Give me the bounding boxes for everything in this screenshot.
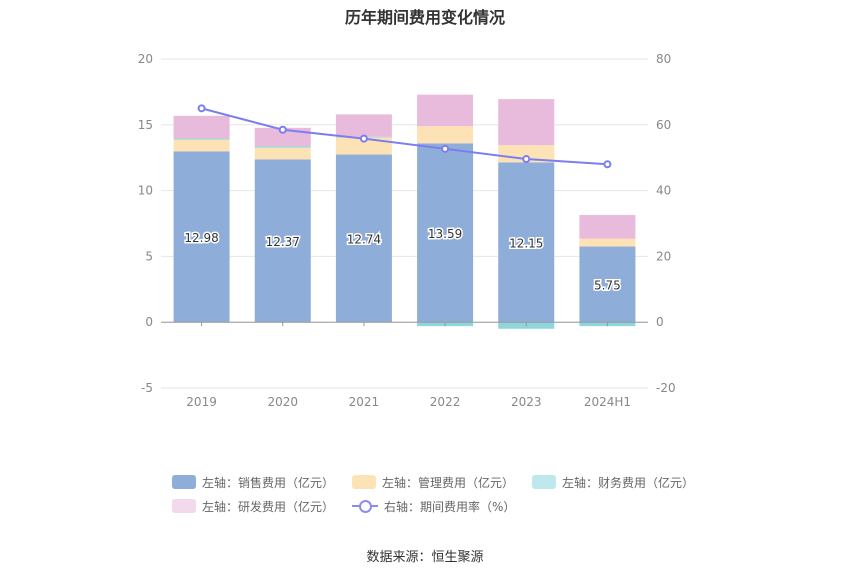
y-left-tick-label: 0	[145, 315, 153, 329]
bar-segment	[173, 151, 230, 323]
y-left-tick-label: 15	[138, 118, 153, 132]
bar-segment	[335, 154, 392, 323]
bar-segment	[254, 159, 311, 323]
expense-ratio-point	[603, 160, 612, 169]
legend-label-expense-ratio: 右轴：期间费用率（%）	[384, 499, 516, 514]
y-right-tick-label: 60	[656, 118, 671, 132]
legend-label-admin: 左轴：管理费用（亿元）	[382, 475, 515, 490]
bar-segment	[417, 126, 474, 144]
bar-segment	[173, 138, 230, 140]
bar-segment	[335, 137, 392, 155]
expense-ratio-point	[197, 104, 206, 113]
legend-row-1: 左轴：销售费用（亿元） 左轴：管理费用（亿元） 左轴：财务费用（亿元）	[172, 470, 694, 494]
bar-segment	[254, 127, 311, 147]
legend-label-rnd: 左轴：研发费用（亿元）	[202, 499, 335, 514]
x-tick-label: 2020	[267, 395, 298, 409]
legend-item-admin[interactable]: 左轴：管理费用（亿元）	[352, 474, 514, 491]
legend-swatch-sales	[172, 475, 196, 489]
bar-data-label: 5.75	[594, 278, 621, 292]
legend-label-finance: 左轴：财务费用（亿元）	[562, 475, 695, 490]
y-right-tick-label: 20	[656, 249, 671, 263]
bar-segment	[579, 214, 636, 239]
bar-segment	[417, 94, 474, 127]
chart-plot: 20 15 10 5 0 -5 80 60 40 20 0 -20 12.98 2019 12.37 2020…	[138, 52, 676, 409]
y-left-tick-label: 20	[138, 52, 153, 66]
bar-segment	[498, 162, 555, 323]
legend-swatch-finance	[532, 475, 557, 489]
bar-data-label: 12.98	[184, 231, 218, 245]
legend-swatch-expense-ratio	[352, 499, 379, 513]
legend-item-expense-ratio[interactable]: 右轴：期间费用率（%）	[352, 498, 515, 515]
bar-segment	[498, 99, 555, 146]
y-right-tick-label: 40	[656, 184, 671, 198]
y-left-tick-label: 10	[138, 184, 153, 198]
x-tick-label: 2022	[430, 395, 461, 409]
bar-segment	[335, 114, 392, 137]
data-source: 数据来源：恒生聚源	[366, 550, 484, 565]
legend-swatch-rnd	[172, 499, 196, 513]
expense-ratio-point	[359, 134, 368, 143]
expense-ratio-point	[441, 144, 450, 153]
legend-item-finance[interactable]: 左轴：财务费用（亿元）	[532, 474, 694, 491]
y-right-tick-label: -20	[656, 381, 676, 395]
y-right-tick-label: 0	[656, 315, 664, 329]
y-right-tick-label: 80	[656, 52, 671, 66]
y-left-tick-label: 5	[145, 249, 153, 263]
legend-swatch-admin	[352, 475, 377, 489]
legend-item-rnd[interactable]: 左轴：研发费用（亿元）	[172, 498, 334, 515]
expense-ratio-point	[522, 155, 531, 164]
bar-segment	[579, 238, 636, 247]
chart-title: 历年期间费用变化情况	[344, 8, 505, 27]
bar-segment	[579, 246, 636, 323]
x-tick-label: 2019	[186, 395, 217, 409]
bar-segment	[417, 143, 474, 323]
legend-row-2: 左轴：研发费用（亿元） 右轴：期间费用率（%）	[172, 494, 692, 518]
bar-segment	[173, 115, 230, 139]
x-tick-label: 2024H1	[584, 395, 631, 409]
bar-segment	[254, 146, 311, 148]
bar-data-label: 12.37	[266, 235, 300, 249]
chart-legend: 左轴：销售费用（亿元） 左轴：管理费用（亿元） 左轴：财务费用（亿元） 左轴：研…	[172, 470, 694, 518]
bar-data-label: 12.15	[509, 236, 543, 250]
legend-label-sales: 左轴：销售费用（亿元）	[202, 475, 335, 490]
bar-data-label: 12.74	[347, 232, 381, 246]
expense-ratio-point	[278, 125, 287, 134]
x-tick-label: 2023	[511, 395, 542, 409]
bar-segment	[173, 139, 230, 152]
x-tick-label: 2021	[349, 395, 380, 409]
legend-item-sales[interactable]: 左轴：销售费用（亿元）	[172, 474, 334, 491]
bar-segment	[254, 147, 311, 160]
expense-ratio-line	[201, 107, 608, 166]
bar-data-label: 13.59	[428, 227, 462, 241]
y-left-tick-label: -5	[141, 381, 153, 395]
